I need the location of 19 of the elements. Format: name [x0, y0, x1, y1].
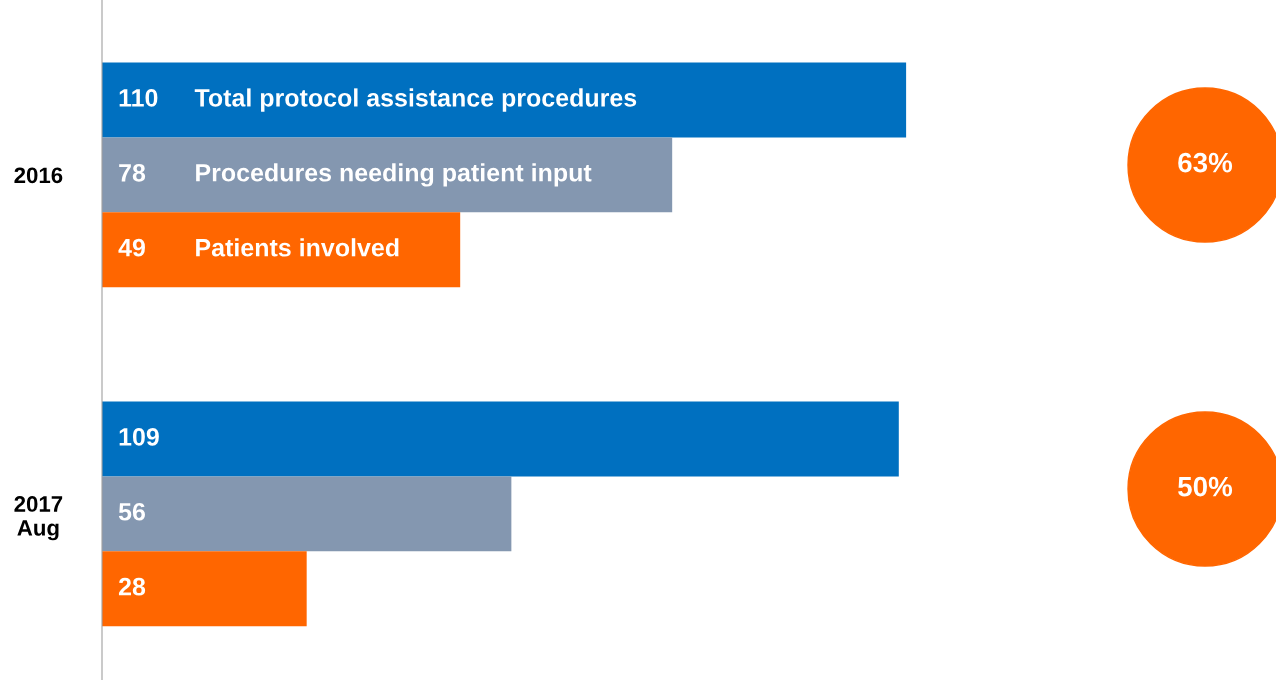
- data-label: 78: [119, 163, 146, 182]
- y-tick-label: 2017 Aug: [14, 496, 63, 541]
- bar: [102, 137, 673, 213]
- text: 63%: [1178, 152, 1233, 173]
- series-label: Procedures needing patient input: [196, 163, 592, 187]
- data-label: 109: [119, 427, 159, 446]
- bar: [102, 62, 907, 138]
- data-label: 110: [119, 89, 158, 107]
- bar: [102, 551, 307, 627]
- bar: [102, 476, 512, 552]
- series-label: Total protocol assistance procedures: [194, 88, 637, 112]
- bar: [102, 401, 899, 477]
- y-tick-label: 2016: [14, 167, 63, 184]
- text: 50%: [1178, 476, 1233, 497]
- data-label: 56: [118, 502, 145, 521]
- series-label: Patients involved: [196, 238, 399, 257]
- data-label: 49: [118, 238, 145, 257]
- data-label: 28: [118, 577, 146, 596]
- bar: [102, 212, 461, 288]
